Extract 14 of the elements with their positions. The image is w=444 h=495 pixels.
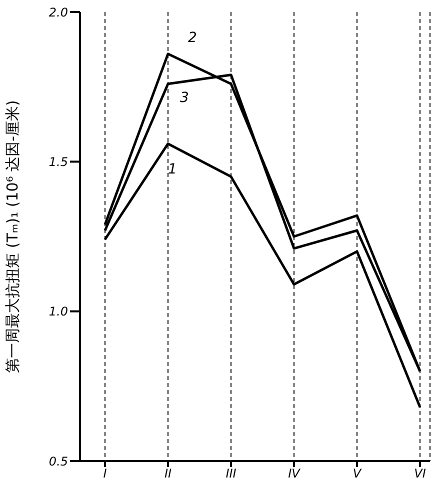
y-axis-title: 第一周最大抗扭矩 (Tₘ)₁ (10⁶ 达因-厘米) — [3, 100, 22, 373]
x-tick-label: VI — [414, 466, 426, 481]
x-tick-label: V — [352, 466, 362, 481]
series-label: 2 — [188, 30, 197, 46]
x-tick-label: IV — [288, 466, 301, 481]
series-label: 1 — [168, 162, 177, 178]
y-tick-label: 1.0 — [48, 304, 68, 319]
y-tick-label: 2.0 — [48, 5, 68, 20]
y-tick-label: 0.5 — [48, 454, 68, 468]
series-label: 3 — [180, 90, 189, 106]
x-tick-label: II — [164, 466, 172, 481]
y-tick-label: 1.5 — [48, 154, 68, 169]
x-tick-label: I — [103, 466, 108, 481]
x-tick-label: III — [226, 466, 237, 481]
